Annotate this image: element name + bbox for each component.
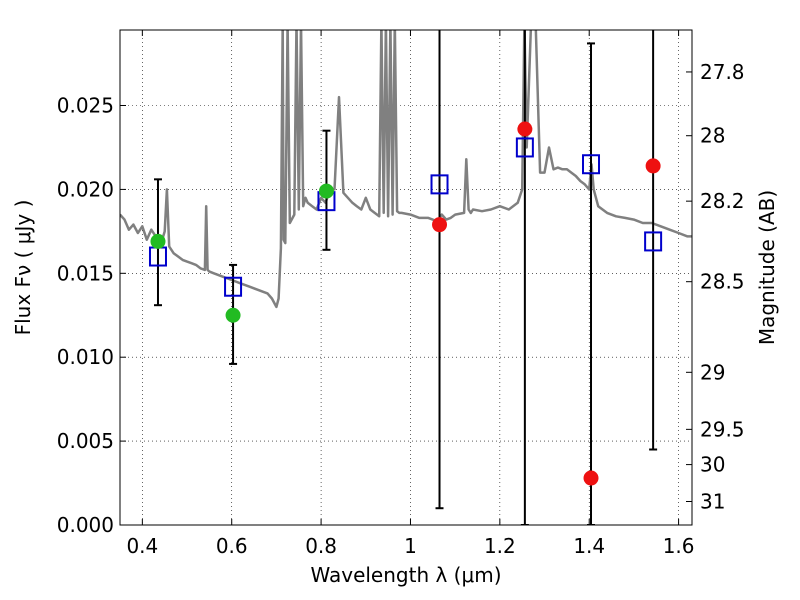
grid	[120, 30, 692, 526]
ticks: 0.4 0.6 0.8 1 1.2 1.4 1.6 0.000 0.005 0.010 0.015 0…	[57, 30, 745, 558]
upper-limit-point	[517, 121, 533, 137]
detection-point	[318, 183, 334, 199]
y2-tick-label: 31	[700, 490, 725, 514]
y2-tick-label: 30	[700, 453, 725, 477]
model-square-marker	[430, 174, 449, 195]
y-tick-label: 0.010	[57, 345, 114, 369]
upper-limit-point	[583, 470, 599, 486]
upper-limit-point	[645, 158, 661, 174]
model-square-marker	[515, 137, 534, 158]
y-tick-label: 0.015	[57, 261, 114, 285]
model-square-marker	[582, 154, 601, 175]
x-tick-label: 0.6	[216, 534, 248, 558]
y-tick-label: 0.020	[57, 177, 114, 201]
axes-frame	[119, 29, 693, 526]
x-tick-label: 1.2	[484, 534, 516, 558]
y2-tick-label: 29.5	[700, 417, 745, 441]
plot-area	[120, 30, 692, 525]
x-tick-label: 1.4	[573, 534, 605, 558]
y2-axis-label: Magnitude (AB)	[755, 190, 779, 345]
y2-tick-label: 28	[700, 124, 725, 148]
y2-tick-label: 28.5	[700, 270, 745, 294]
y-axis-label: Flux Fν ( μJy )	[11, 200, 35, 336]
model-square-marker	[224, 276, 243, 297]
x-axis-label: Wavelength λ (μm)	[310, 563, 501, 587]
sed-line	[120, 30, 692, 309]
model-square-marker	[644, 231, 663, 252]
x-tick-label: 1	[404, 534, 417, 558]
x-tick-label: 0.8	[305, 534, 337, 558]
y2-tick-label: 28.2	[700, 189, 745, 213]
y-tick-label: 0.000	[57, 513, 114, 537]
detection-point	[150, 233, 166, 249]
y2-tick-label: 27.8	[700, 60, 745, 84]
upper-limit-point	[432, 217, 448, 233]
x-tick-label: 0.4	[126, 534, 158, 558]
detection-point	[225, 307, 241, 323]
y-tick-label: 0.005	[57, 429, 114, 453]
x-tick-label: 1.6	[663, 534, 695, 558]
y2-tick-label: 29	[700, 360, 725, 384]
y-tick-label: 0.025	[57, 94, 114, 118]
